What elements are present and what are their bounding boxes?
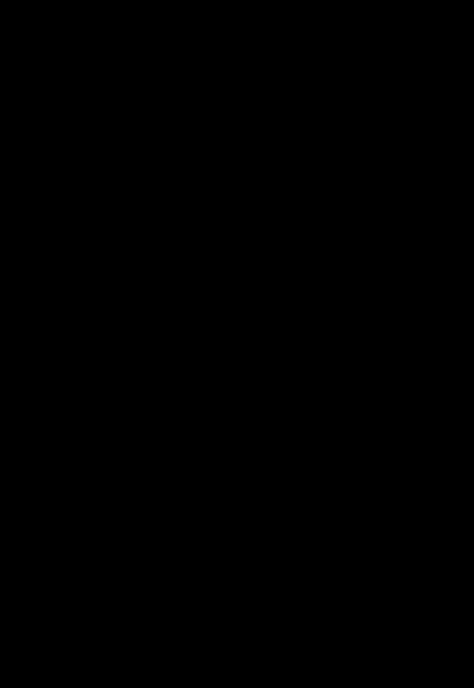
Text: Compound ‘A’: Compound ‘A’ (55, 239, 143, 252)
Text: Compound ‘A’ undergoes following sequence of reactions: Compound ‘A’ undergoes following sequenc… (55, 108, 416, 121)
Text: of compound ‘B’ is:: of compound ‘B’ is: (55, 151, 175, 164)
Text: (c): (c) (21, 310, 38, 323)
Text: , Achiral: , Achiral (370, 290, 412, 301)
Text: [where Et is –C₂H₅]: [where Et is –C₂H₅] (55, 172, 179, 185)
Text: D: D (121, 331, 130, 343)
Text: B: B (271, 197, 281, 211)
Text: (b): (b) (251, 256, 269, 269)
Text: OD: OD (361, 273, 378, 283)
Text: Br: Br (115, 221, 128, 234)
Text: [July 29, 2022 (II)]: [July 29, 2022 (II)] (332, 172, 426, 182)
Text: D: D (121, 284, 130, 297)
Text: , Chiral: , Chiral (147, 308, 189, 321)
Text: (ii) D₂O: (ii) D₂O (168, 211, 206, 221)
Text: (a): (a) (21, 261, 39, 275)
Text: (d): (d) (251, 308, 269, 321)
Text: (i) Mg, Et₂O: (i) Mg, Et₂O (168, 184, 228, 193)
Text: OD: OD (362, 318, 379, 328)
Text: , Chiral: , Chiral (356, 244, 393, 253)
Text: , Achiral: , Achiral (147, 262, 195, 275)
Text: 14.: 14. (17, 108, 40, 121)
Text: to give compound ‘B’. The correct structure and chirality: to give compound ‘B’. The correct struct… (55, 129, 410, 142)
